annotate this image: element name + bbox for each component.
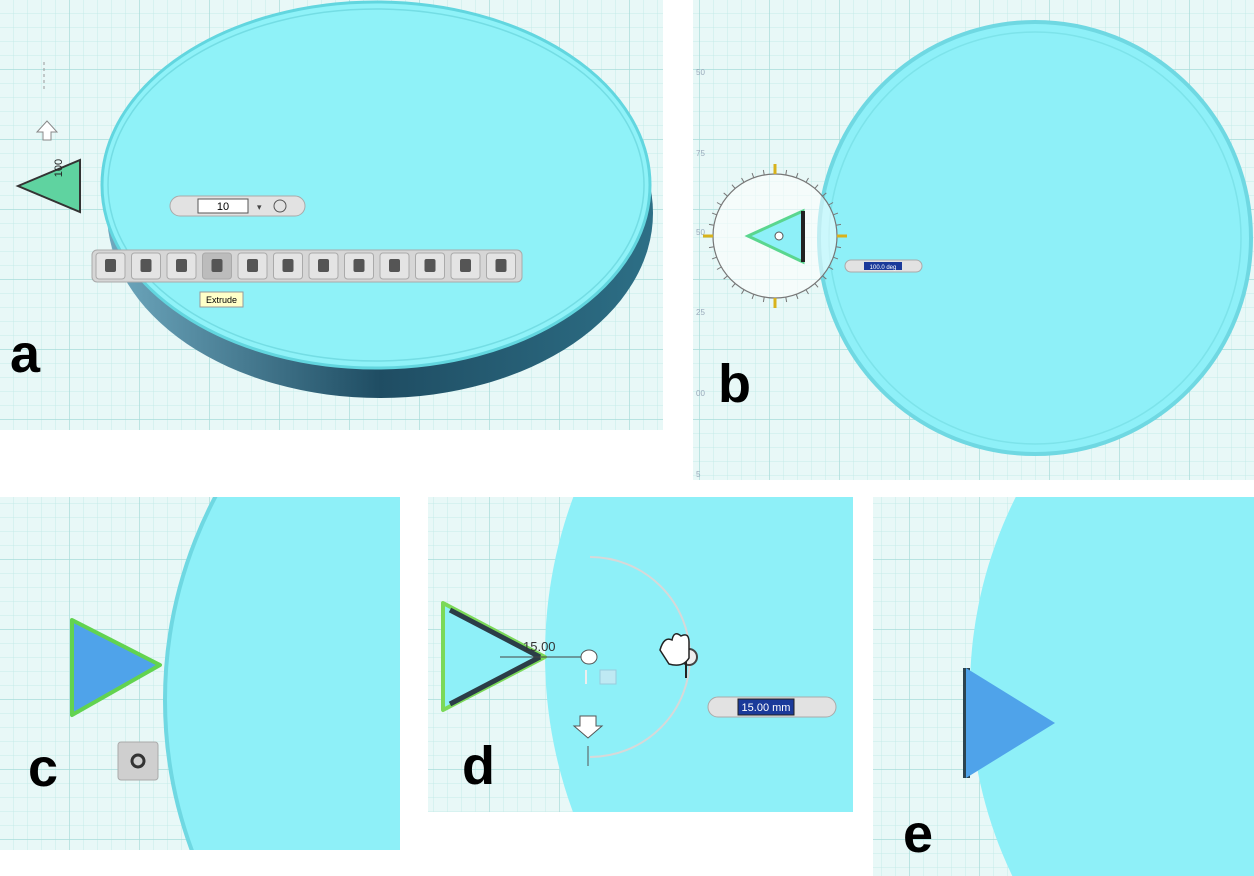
triangle-extruded <box>966 668 1055 778</box>
panel-d: 15.00 15.00 mm d <box>428 497 853 812</box>
gizmo-tick <box>814 184 819 189</box>
gizmo-tick <box>835 246 842 249</box>
disc <box>545 497 853 812</box>
length-input[interactable] <box>737 698 795 716</box>
triangle-edge <box>448 654 542 707</box>
settings-button[interactable] <box>117 741 159 781</box>
gear-icon <box>130 753 146 769</box>
panel-label: e <box>903 804 933 864</box>
tooltip <box>199 291 244 308</box>
gizmo-tick <box>716 266 722 270</box>
gizmo-tick <box>828 202 834 206</box>
tool-icon <box>105 259 116 272</box>
gizmo-tick <box>711 212 717 216</box>
tooltip-text: Extrude <box>206 295 237 305</box>
tool-icon <box>495 259 507 272</box>
gizmo-tick <box>822 275 827 280</box>
gizmo-tick <box>731 184 736 189</box>
toolbar-icons <box>95 252 516 280</box>
tool-icon <box>176 259 187 272</box>
gizmo-tick <box>723 275 728 280</box>
dropdown-caret[interactable]: ▾ <box>257 202 262 212</box>
disc <box>817 20 1253 456</box>
dimension-label: 15.00 <box>523 639 556 654</box>
zoom-value: 10 <box>217 201 229 213</box>
gizmo-tick <box>814 283 819 288</box>
gizmo-tick <box>785 296 788 303</box>
tool-icon <box>247 259 258 272</box>
zoom-input[interactable] <box>197 198 249 214</box>
gizmo-tick <box>785 169 788 176</box>
ruler-label: 50 <box>696 68 705 77</box>
gizmo-tick <box>762 169 765 176</box>
disc-rim <box>107 8 645 362</box>
disc <box>163 497 400 850</box>
disc <box>970 497 1254 876</box>
tool-icon <box>140 259 152 272</box>
tool-icon <box>353 259 365 272</box>
gizmo-tick <box>795 294 799 300</box>
side-label: 100 <box>53 159 65 177</box>
tool-icon <box>318 259 329 272</box>
tool-icon <box>211 259 223 272</box>
up-arrow-icon[interactable] <box>35 120 59 141</box>
gizmo-tick <box>741 177 745 183</box>
tool-icon <box>282 259 294 272</box>
panel-label: a <box>10 324 41 384</box>
hand-cursor <box>659 633 690 666</box>
panel-c: c <box>0 497 400 850</box>
angle-value: 100.0 deg <box>870 265 897 271</box>
gizmo-tick <box>805 289 809 295</box>
ruler-label: 25 <box>696 308 705 317</box>
angle-input[interactable] <box>864 262 902 270</box>
ruler-label: 00 <box>696 389 705 398</box>
length-value: 15.00 mm <box>742 702 791 714</box>
gizmo-tick <box>741 289 745 295</box>
handle-square[interactable] <box>599 669 617 685</box>
disc-top <box>100 0 652 370</box>
gizmo-tick <box>751 294 755 300</box>
panel-label: b <box>718 354 751 414</box>
ruler-label: 50 <box>696 228 705 237</box>
triangle-profile <box>15 158 81 214</box>
tool-icon <box>424 259 436 272</box>
gizmo-tick <box>731 283 736 288</box>
gizmo-tick <box>723 192 728 197</box>
pivot[interactable] <box>774 231 784 241</box>
down-arrow-icon[interactable] <box>572 715 604 739</box>
panel-label: c <box>28 738 58 798</box>
handle[interactable] <box>580 649 598 665</box>
gizmo-tick <box>795 172 799 178</box>
triangle-edge <box>448 607 542 660</box>
gizmo-ticks <box>703 164 847 308</box>
tool-icon <box>460 259 471 272</box>
gizmo-tick <box>711 256 717 260</box>
gizmo-tick <box>805 177 809 183</box>
toolbar <box>91 249 523 283</box>
gizmo-tick <box>833 212 839 216</box>
view-icon[interactable] <box>273 199 287 213</box>
gizmo-tick <box>716 202 722 206</box>
gizmo-tick <box>822 192 827 197</box>
tool-icon <box>389 259 400 272</box>
gizmo-tick <box>833 256 839 260</box>
gizmo-tick <box>708 223 715 226</box>
gizmo-tick <box>835 223 842 226</box>
ruler-label: 5 <box>696 470 701 479</box>
ruler-label: 75 <box>696 149 705 158</box>
gizmo-tick <box>828 266 834 270</box>
panel-b: 50 75 50 25 00 5 100.0 deg b <box>693 0 1254 480</box>
panel-a: 100 10 ▾ Extrude a <box>0 0 663 430</box>
panel-e: e <box>873 497 1254 876</box>
gizmo-tick <box>762 296 765 303</box>
panel-label: d <box>462 736 495 796</box>
gizmo-tick <box>708 246 715 249</box>
gizmo-tick <box>751 172 755 178</box>
triangle-selected <box>70 618 162 717</box>
